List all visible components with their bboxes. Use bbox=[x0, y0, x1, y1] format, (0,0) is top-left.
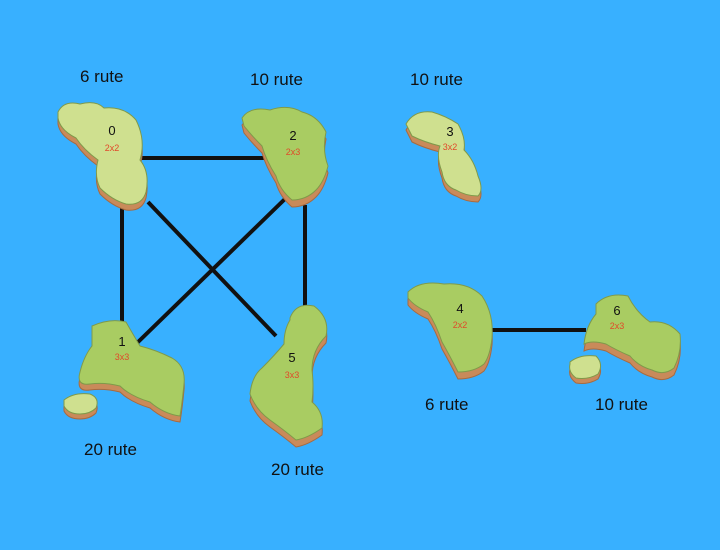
island-3[interactable]: 3 3x2 bbox=[405, 111, 482, 203]
island-6-islet bbox=[569, 355, 602, 379]
island-2-terrain bbox=[241, 106, 329, 201]
island-3-size: 3x2 bbox=[443, 142, 458, 152]
island-0-terrain bbox=[57, 102, 148, 205]
island-4-id: 4 bbox=[456, 301, 463, 316]
island-1-terrain bbox=[78, 320, 185, 417]
island-4-size: 2x2 bbox=[453, 320, 468, 330]
island-3-routes-label: 10 rute bbox=[410, 70, 463, 89]
island-6-size: 2x3 bbox=[610, 321, 625, 331]
island-1-islet bbox=[63, 393, 98, 415]
island-1[interactable]: 1 3x3 bbox=[63, 320, 185, 423]
island-1-routes-label: 20 rute bbox=[84, 440, 137, 459]
island-2[interactable]: 2 2x3 bbox=[241, 106, 329, 208]
island-6-id: 6 bbox=[613, 303, 620, 318]
island-6[interactable]: 6 2x3 bbox=[569, 294, 681, 384]
island-2-id: 2 bbox=[289, 128, 296, 143]
island-6-routes-label: 10 rute bbox=[595, 395, 648, 414]
island-0-size: 2x2 bbox=[105, 143, 120, 153]
island-5-routes-label: 20 rute bbox=[271, 460, 324, 479]
island-1-size: 3x3 bbox=[115, 352, 130, 362]
island-5-terrain bbox=[249, 304, 328, 441]
island-4-routes-label: 6 rute bbox=[425, 395, 469, 414]
island-2-size: 2x3 bbox=[286, 147, 301, 157]
island-1-id: 1 bbox=[118, 334, 125, 349]
island-4[interactable]: 4 2x2 bbox=[407, 282, 493, 380]
bridge-2-1[interactable] bbox=[134, 194, 290, 346]
island-0-routes-label: 6 rute bbox=[80, 67, 124, 86]
bridges-layer bbox=[120, 156, 586, 346]
island-3-id: 3 bbox=[446, 124, 453, 139]
island-5[interactable]: 5 3x3 bbox=[249, 304, 328, 448]
island-2-routes-label: 10 rute bbox=[250, 70, 303, 89]
island-4-terrain bbox=[407, 282, 493, 373]
island-3-terrain bbox=[405, 111, 482, 197]
island-6-terrain bbox=[583, 294, 681, 374]
island-5-id: 5 bbox=[288, 350, 295, 365]
island-0-id: 0 bbox=[108, 123, 115, 138]
island-5-size: 3x3 bbox=[285, 370, 300, 380]
island-0[interactable]: 0 2x2 bbox=[57, 102, 148, 211]
